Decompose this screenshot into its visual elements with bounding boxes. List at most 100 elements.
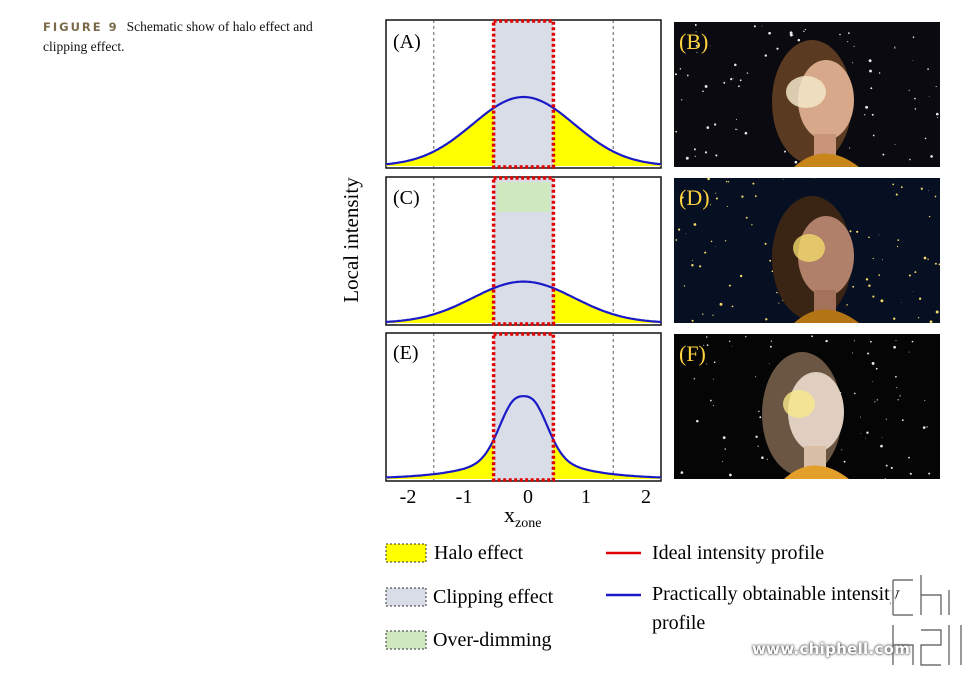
star — [909, 158, 911, 161]
panel-C: (C) — [385, 176, 662, 326]
star — [728, 340, 731, 343]
star — [843, 460, 846, 463]
star — [846, 304, 848, 306]
clipping-zone — [493, 334, 554, 480]
star — [695, 31, 697, 33]
halo-left — [386, 108, 494, 166]
star — [777, 292, 779, 294]
star — [882, 153, 885, 156]
grid-dashes — [433, 333, 614, 481]
star — [882, 259, 884, 261]
star — [865, 437, 866, 439]
star — [784, 150, 786, 153]
star — [675, 130, 678, 133]
star — [894, 143, 896, 145]
star — [710, 45, 711, 47]
star — [852, 352, 854, 354]
star — [704, 151, 708, 154]
star — [709, 204, 712, 206]
star — [754, 195, 757, 198]
star — [853, 45, 855, 47]
star — [848, 32, 850, 34]
star — [870, 87, 873, 90]
star — [811, 335, 813, 338]
star — [926, 426, 928, 428]
panel-E: (E) — [385, 332, 662, 482]
watermark-url: www.chiphell.com — [752, 640, 911, 658]
legend-halo-label: Halo effect — [434, 542, 523, 564]
star — [710, 240, 713, 243]
star — [893, 345, 896, 349]
star — [928, 215, 931, 218]
star — [706, 126, 710, 129]
star — [890, 466, 893, 469]
star — [841, 449, 843, 451]
x-tick-label: 1 — [581, 486, 591, 508]
legend-overdimming-swatch — [385, 630, 427, 650]
star — [685, 156, 689, 160]
star — [864, 114, 866, 116]
star — [852, 62, 854, 64]
star — [900, 302, 902, 303]
star — [876, 399, 878, 401]
star — [703, 344, 705, 346]
star — [924, 399, 926, 401]
star — [724, 240, 727, 242]
star — [896, 387, 898, 389]
panel-label: (C) — [393, 187, 420, 209]
star — [934, 262, 937, 265]
star — [909, 472, 912, 475]
star — [908, 89, 910, 91]
star — [897, 399, 899, 401]
legend-halo-swatch — [385, 543, 427, 563]
star — [853, 340, 855, 342]
star — [769, 345, 772, 348]
star — [871, 113, 874, 116]
star — [757, 445, 759, 447]
star — [899, 395, 901, 397]
star — [755, 376, 757, 378]
x-axis-label: xzone — [504, 502, 541, 531]
star — [893, 317, 896, 320]
star — [872, 257, 874, 260]
star — [924, 137, 927, 140]
star — [867, 352, 870, 355]
star — [741, 195, 744, 198]
star — [745, 336, 747, 338]
star — [693, 223, 697, 226]
practical-curve — [385, 95, 662, 166]
photo-D: (D) — [674, 178, 940, 323]
star — [881, 437, 883, 438]
star — [892, 183, 895, 186]
star — [895, 340, 897, 342]
star — [691, 319, 694, 322]
star — [764, 54, 767, 57]
star — [734, 63, 737, 67]
star — [868, 59, 872, 63]
star — [793, 34, 795, 36]
ideal-zone-outline — [491, 19, 556, 169]
star — [859, 416, 861, 418]
star — [707, 178, 710, 181]
clipping-zone — [493, 21, 554, 167]
star — [853, 392, 856, 395]
star — [927, 258, 929, 261]
star — [894, 46, 896, 47]
caption-text: Schematic show of halo effect and clippi… — [43, 19, 313, 54]
star — [758, 410, 760, 413]
legend-overdimming-label: Over-dimming — [433, 629, 551, 651]
star — [789, 31, 793, 35]
star — [896, 245, 899, 248]
over-dimming-zone — [496, 182, 551, 212]
panel-label: (E) — [393, 342, 419, 364]
grid-dashes — [433, 20, 614, 168]
star — [908, 456, 910, 459]
star — [694, 155, 696, 157]
star — [731, 345, 733, 347]
star — [875, 367, 878, 370]
star — [872, 381, 874, 382]
star — [908, 351, 910, 353]
star — [866, 431, 869, 434]
photo-B: (B) — [674, 22, 940, 167]
star — [856, 230, 859, 233]
